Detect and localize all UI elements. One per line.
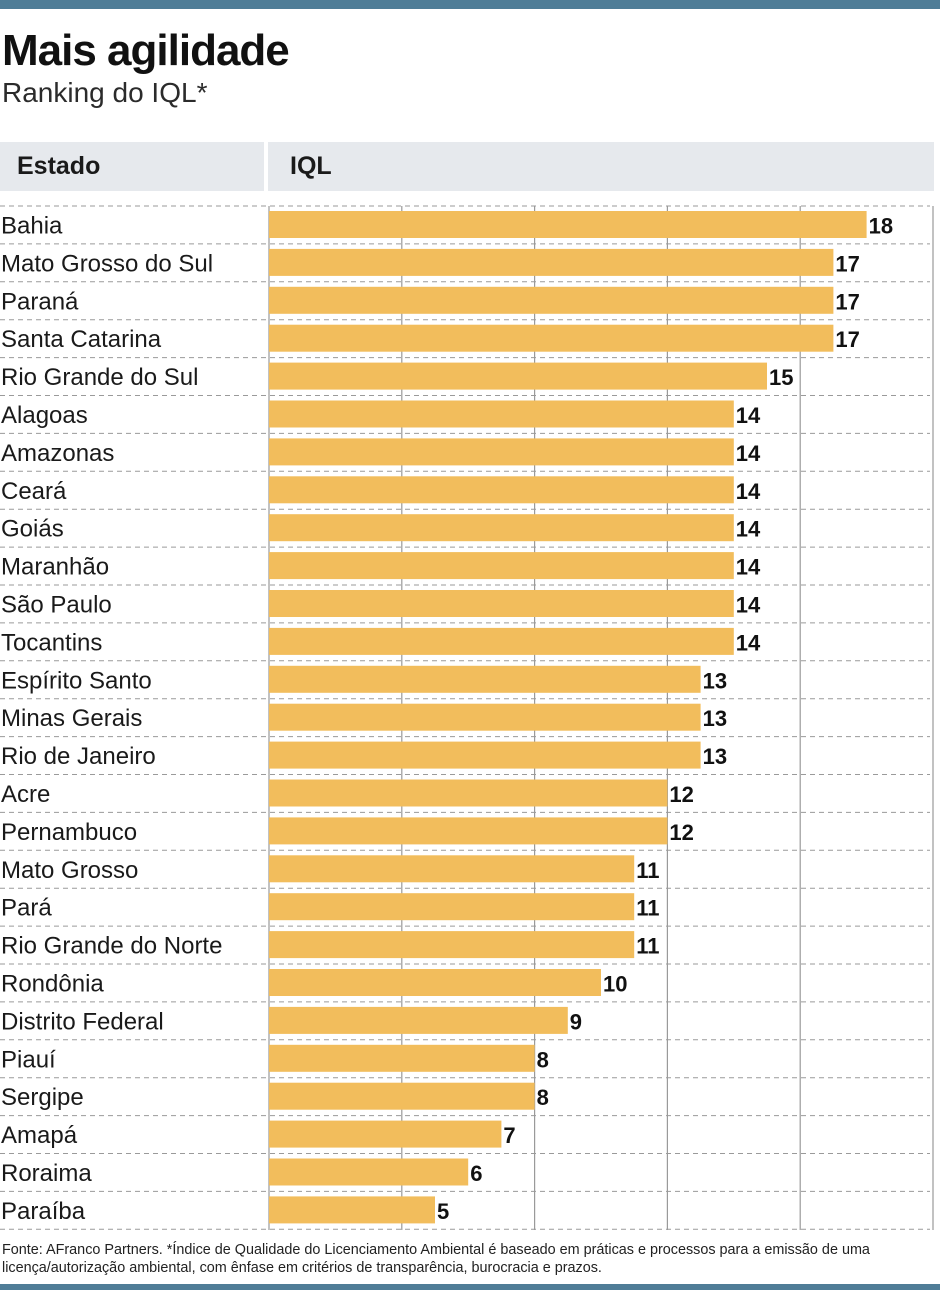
bar bbox=[269, 1196, 435, 1224]
category-label: Piauí bbox=[1, 1046, 56, 1073]
bar bbox=[269, 248, 834, 276]
bar bbox=[269, 893, 635, 921]
bar bbox=[269, 703, 701, 731]
value-label: 5 bbox=[437, 1199, 449, 1224]
bar bbox=[269, 1044, 535, 1072]
bar bbox=[269, 362, 767, 390]
category-label: Amazonas bbox=[1, 440, 114, 467]
source-note: Fonte: AFranco Partners. *Índice de Qual… bbox=[2, 1242, 870, 1276]
value-label: 14 bbox=[736, 630, 761, 655]
bar bbox=[269, 817, 668, 845]
category-label: Goiás bbox=[1, 516, 64, 543]
value-label: 13 bbox=[703, 668, 727, 693]
bar bbox=[269, 1006, 568, 1034]
bar bbox=[269, 627, 734, 655]
category-label: Mato Grosso bbox=[1, 857, 138, 884]
column-header-estado: Estado bbox=[0, 142, 264, 191]
value-label: 11 bbox=[636, 858, 659, 883]
value-label: 9 bbox=[570, 1009, 582, 1034]
bar bbox=[269, 324, 834, 352]
value-label: 14 bbox=[736, 441, 761, 466]
value-label: 13 bbox=[703, 706, 727, 731]
value-label: 11 bbox=[636, 896, 659, 921]
category-label: Ceará bbox=[1, 478, 67, 505]
bar-chart: Bahia 18 Mato Grosso do Sul 17 Paraná 17 Santa… bbox=[0, 205, 934, 1230]
value-label: 12 bbox=[669, 782, 693, 807]
bar bbox=[269, 931, 635, 959]
category-label: Amapá bbox=[1, 1122, 78, 1149]
category-label: Espírito Santo bbox=[1, 667, 152, 694]
bar bbox=[269, 514, 734, 542]
value-label: 7 bbox=[503, 1123, 515, 1148]
chart-title: Mais agilidade bbox=[2, 26, 290, 75]
column-header-iql: IQL bbox=[268, 142, 934, 191]
bar bbox=[269, 741, 701, 769]
value-label: 8 bbox=[537, 1085, 549, 1110]
category-label: Distrito Federal bbox=[1, 1008, 164, 1035]
value-label: 17 bbox=[835, 289, 859, 314]
category-label: Paraná bbox=[1, 288, 79, 315]
bar bbox=[269, 665, 701, 693]
category-label: Pará bbox=[1, 895, 52, 922]
bar bbox=[269, 286, 834, 314]
category-label: Tocantins bbox=[1, 629, 102, 656]
value-label: 14 bbox=[736, 517, 761, 542]
category-label: Rio Grande do Norte bbox=[1, 933, 222, 960]
bar bbox=[269, 438, 734, 466]
category-label: Maranhão bbox=[1, 554, 109, 581]
value-label: 13 bbox=[703, 744, 727, 769]
category-label: Rio de Janeiro bbox=[1, 743, 156, 770]
bar bbox=[269, 779, 668, 807]
category-label: Pernambuco bbox=[1, 819, 137, 846]
value-label: 14 bbox=[736, 479, 761, 504]
value-label: 8 bbox=[537, 1047, 549, 1072]
category-label: Alagoas bbox=[1, 402, 88, 429]
value-label: 17 bbox=[835, 327, 859, 352]
category-label: Rio Grande do Sul bbox=[1, 364, 198, 391]
value-label: 11 bbox=[636, 934, 659, 959]
bar bbox=[269, 969, 601, 996]
value-label: 14 bbox=[736, 593, 761, 618]
value-label: 10 bbox=[603, 972, 627, 997]
bar bbox=[269, 400, 734, 428]
bar bbox=[269, 211, 867, 238]
bar bbox=[269, 590, 734, 617]
bar bbox=[269, 855, 635, 883]
bar bbox=[269, 1120, 502, 1148]
value-label: 17 bbox=[835, 251, 859, 276]
category-label: Santa Catarina bbox=[1, 326, 162, 353]
category-label: São Paulo bbox=[1, 592, 112, 619]
category-label: Rondônia bbox=[1, 971, 104, 998]
category-label: Sergipe bbox=[1, 1084, 84, 1111]
bar bbox=[269, 1158, 469, 1186]
bar bbox=[269, 552, 734, 580]
bar bbox=[269, 476, 734, 504]
bottom-accent-rule bbox=[0, 1284, 940, 1290]
value-label: 18 bbox=[869, 214, 893, 239]
category-label: Bahia bbox=[1, 213, 63, 240]
value-label: 12 bbox=[669, 820, 693, 845]
category-label: Paraíba bbox=[1, 1198, 86, 1225]
value-label: 15 bbox=[769, 365, 793, 390]
category-label: Mato Grosso do Sul bbox=[1, 250, 213, 277]
bar bbox=[269, 1082, 535, 1110]
top-accent-rule bbox=[0, 0, 940, 9]
value-label: 14 bbox=[736, 403, 761, 428]
chart-subtitle: Ranking do IQL* bbox=[2, 77, 208, 108]
value-label: 6 bbox=[470, 1161, 482, 1186]
category-label: Minas Gerais bbox=[1, 705, 142, 732]
category-label: Roraima bbox=[1, 1160, 92, 1187]
value-label: 14 bbox=[736, 555, 761, 580]
category-label: Acre bbox=[1, 781, 50, 808]
